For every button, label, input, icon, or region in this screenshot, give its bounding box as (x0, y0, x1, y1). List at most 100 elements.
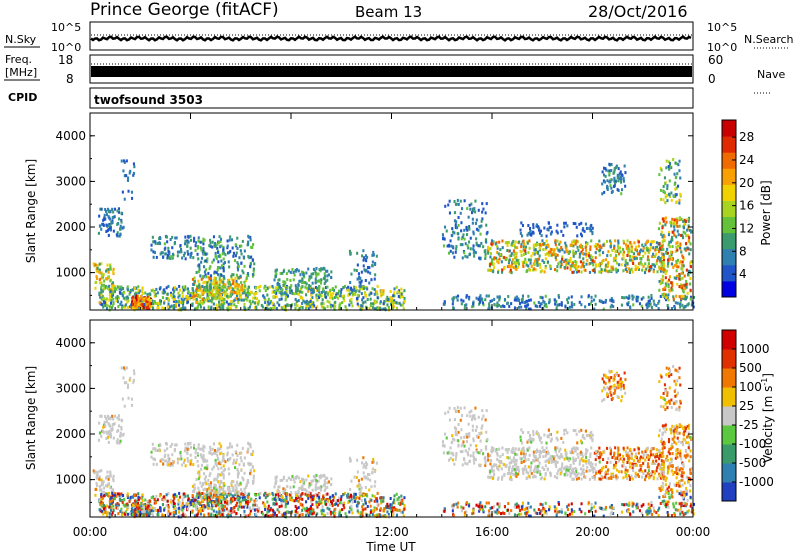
power-cell (101, 274, 104, 277)
power-cell (536, 251, 539, 255)
power-cell (524, 245, 527, 249)
power-cell (635, 295, 638, 299)
power-colorbar-label: Power [dB] (759, 180, 773, 245)
power-cell (399, 303, 402, 307)
power-cell (690, 295, 693, 299)
velocity-cell (154, 501, 157, 505)
velocity-cell (172, 499, 175, 503)
power-cell (609, 180, 612, 184)
velocity-cell (197, 446, 200, 450)
power-cell (309, 305, 312, 309)
power-cell (615, 268, 618, 272)
power-cell (503, 305, 506, 308)
power-cell (612, 299, 615, 303)
power-cell (686, 228, 689, 232)
velocity-cell (214, 500, 217, 504)
power-cell (153, 301, 156, 305)
power-cell (227, 306, 230, 310)
power-cell (668, 193, 671, 197)
power-cell (661, 226, 664, 230)
velocity-cell (198, 475, 201, 479)
power-cell (371, 253, 374, 257)
y-tick-label: 1000 (55, 266, 86, 280)
velocity-cell (189, 453, 192, 457)
velocity-cell (219, 473, 222, 477)
velocity-cell (283, 512, 286, 516)
power-cell (683, 223, 686, 227)
power-cell (172, 297, 175, 301)
power-cell (482, 303, 485, 307)
power-cell (166, 292, 169, 296)
velocity-cell (178, 506, 181, 510)
power-cell (189, 255, 192, 259)
power-cell (511, 258, 514, 262)
power-cell (480, 241, 483, 245)
velocity-cell (122, 376, 125, 380)
power-cell (556, 269, 559, 273)
power-cell (525, 261, 528, 265)
power-cell (328, 300, 331, 304)
power-cell (539, 295, 542, 299)
velocity-cell (111, 491, 114, 495)
velocity-cell (342, 493, 345, 497)
power-cell (629, 269, 632, 272)
power-cell (612, 171, 615, 175)
velocity-cell (151, 506, 154, 510)
power-cell (250, 255, 253, 259)
power-cell (125, 174, 128, 178)
power-cell (373, 277, 376, 281)
velocity-cell (305, 509, 308, 513)
velocity-cell (107, 414, 110, 418)
power-cell (232, 282, 235, 286)
power-cell (662, 219, 665, 223)
velocity-cell (191, 502, 194, 506)
velocity-cell (194, 498, 197, 502)
velocity-cell (356, 509, 359, 513)
power-cell (177, 295, 180, 299)
power-cell (237, 284, 240, 288)
power-cell (135, 291, 138, 295)
power-cell (606, 261, 609, 265)
velocity-cell (263, 492, 266, 496)
power-cell (689, 297, 692, 301)
power-cell (453, 255, 456, 259)
velocity-cell (135, 505, 138, 509)
power-cell (324, 292, 327, 296)
freq-unit: [MHz] (5, 66, 37, 79)
velocity-cell (264, 505, 267, 509)
power-cell (547, 221, 550, 225)
power-cell (616, 268, 619, 272)
power-cell (178, 294, 181, 298)
power-cell (687, 219, 690, 223)
power-cell (479, 294, 482, 298)
power-cell (105, 285, 108, 289)
power-cell (204, 259, 207, 263)
velocity-cell (252, 481, 255, 485)
power-cell (276, 301, 279, 305)
power-cell (116, 209, 119, 213)
velocity-cell (284, 502, 287, 506)
power-cell (599, 244, 602, 248)
power-cell (237, 263, 240, 267)
power-cell (564, 305, 567, 309)
velocity-cell (209, 489, 212, 493)
velocity-cell (235, 458, 238, 462)
power-cell (220, 285, 223, 289)
velocity-scatter (92, 365, 695, 519)
power-cell (277, 286, 280, 289)
power-cell (645, 246, 648, 250)
power-cell (113, 207, 116, 211)
power-cell (672, 265, 675, 269)
power-cell (307, 289, 310, 293)
power-cell (214, 251, 217, 255)
colorbar-segment (722, 152, 736, 169)
power-cell (327, 273, 330, 277)
power-cell (214, 254, 217, 258)
power-cell (572, 249, 575, 253)
power-cell (207, 297, 210, 301)
power-cell (173, 304, 176, 307)
velocity-cell (112, 509, 115, 513)
velocity-cell (386, 504, 389, 508)
power-cell (389, 299, 392, 303)
power-cell (667, 165, 670, 168)
